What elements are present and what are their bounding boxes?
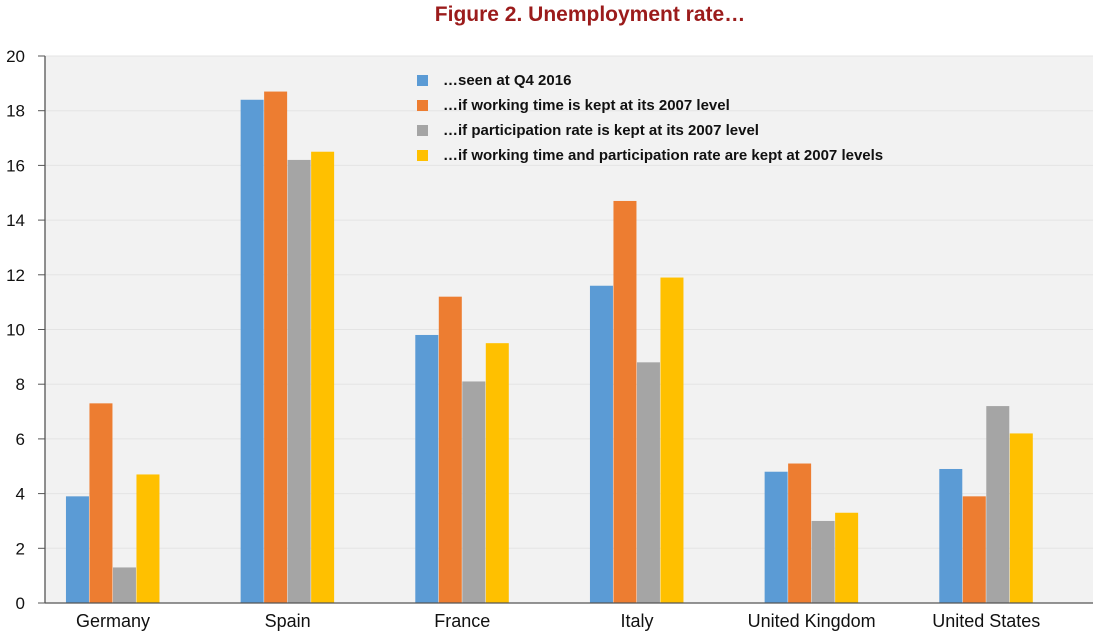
bar-italy-series-4 <box>660 277 684 603</box>
legend-swatch <box>417 100 428 111</box>
x-axis-category-labels: Germany Spain France Italy United Kingdom Uni… <box>76 611 1040 631</box>
bar-spain-series-2 <box>264 91 288 604</box>
bar-france-series-1 <box>415 334 439 603</box>
y-tick-label: 20 <box>6 47 25 66</box>
y-tick-label: 0 <box>16 594 25 613</box>
legend-label: …seen at Q4 2016 <box>443 72 571 89</box>
y-tick-label: 2 <box>16 539 25 558</box>
y-tick-label: 10 <box>6 321 25 340</box>
y-tick-label: 4 <box>16 485 25 504</box>
bar-united-kingdom-series-4 <box>835 512 859 603</box>
bar-france-series-2 <box>438 296 462 603</box>
bar-italy-series-2 <box>613 200 637 603</box>
bar-italy-series-3 <box>636 362 660 603</box>
bar-united-states-series-4 <box>1009 433 1033 603</box>
x-category-label: United States <box>932 611 1040 631</box>
bar-spain-series-3 <box>287 159 311 603</box>
bar-united-kingdom-series-2 <box>788 463 812 603</box>
y-tick-label: 16 <box>6 156 25 175</box>
bar-united-states-series-2 <box>962 496 986 603</box>
y-tick-label: 6 <box>16 430 25 449</box>
bars <box>65 91 1033 604</box>
bar-germany-series-2 <box>89 403 113 603</box>
x-category-label: United Kingdom <box>748 611 876 631</box>
y-tick-label: 8 <box>16 375 25 394</box>
bar-italy-series-1 <box>589 285 613 603</box>
bar-france-series-4 <box>485 343 509 603</box>
y-axis-tick-labels: 0 2 4 6 8 10 12 14 16 18 20 <box>6 47 45 613</box>
x-category-label: Germany <box>76 611 150 631</box>
y-tick-label: 12 <box>6 266 25 285</box>
chart-title: Figure 2. Unemployment rate… <box>434 3 746 26</box>
bar-germany-series-3 <box>112 567 136 603</box>
y-tick-label: 18 <box>6 102 25 121</box>
x-category-label: Spain <box>265 611 311 631</box>
bar-spain-series-1 <box>240 99 264 603</box>
legend: …seen at Q4 2016 …if working time is kept… <box>417 72 883 164</box>
bar-united-kingdom-series-1 <box>764 471 788 603</box>
bar-germany-series-4 <box>136 474 160 603</box>
legend-swatch <box>417 150 428 161</box>
x-category-label: Italy <box>620 611 653 631</box>
legend-label: …if working time is kept at its 2007 lev… <box>443 97 730 114</box>
bar-germany-series-1 <box>65 496 89 603</box>
bar-united-states-series-1 <box>939 468 963 603</box>
legend-swatch <box>417 125 428 136</box>
y-tick-label: 14 <box>6 211 25 230</box>
axes <box>44 56 1093 604</box>
bar-united-kingdom-series-3 <box>811 520 835 603</box>
legend-swatch <box>417 75 428 86</box>
legend-label: …if participation rate is kept at its 20… <box>443 122 759 139</box>
gridlines <box>45 55 1093 549</box>
bar-france-series-3 <box>462 381 486 603</box>
legend-label: …if working time and participation rate … <box>443 147 883 164</box>
bar-united-states-series-3 <box>986 406 1010 603</box>
x-category-label: France <box>434 611 490 631</box>
bar-spain-series-4 <box>311 151 335 603</box>
